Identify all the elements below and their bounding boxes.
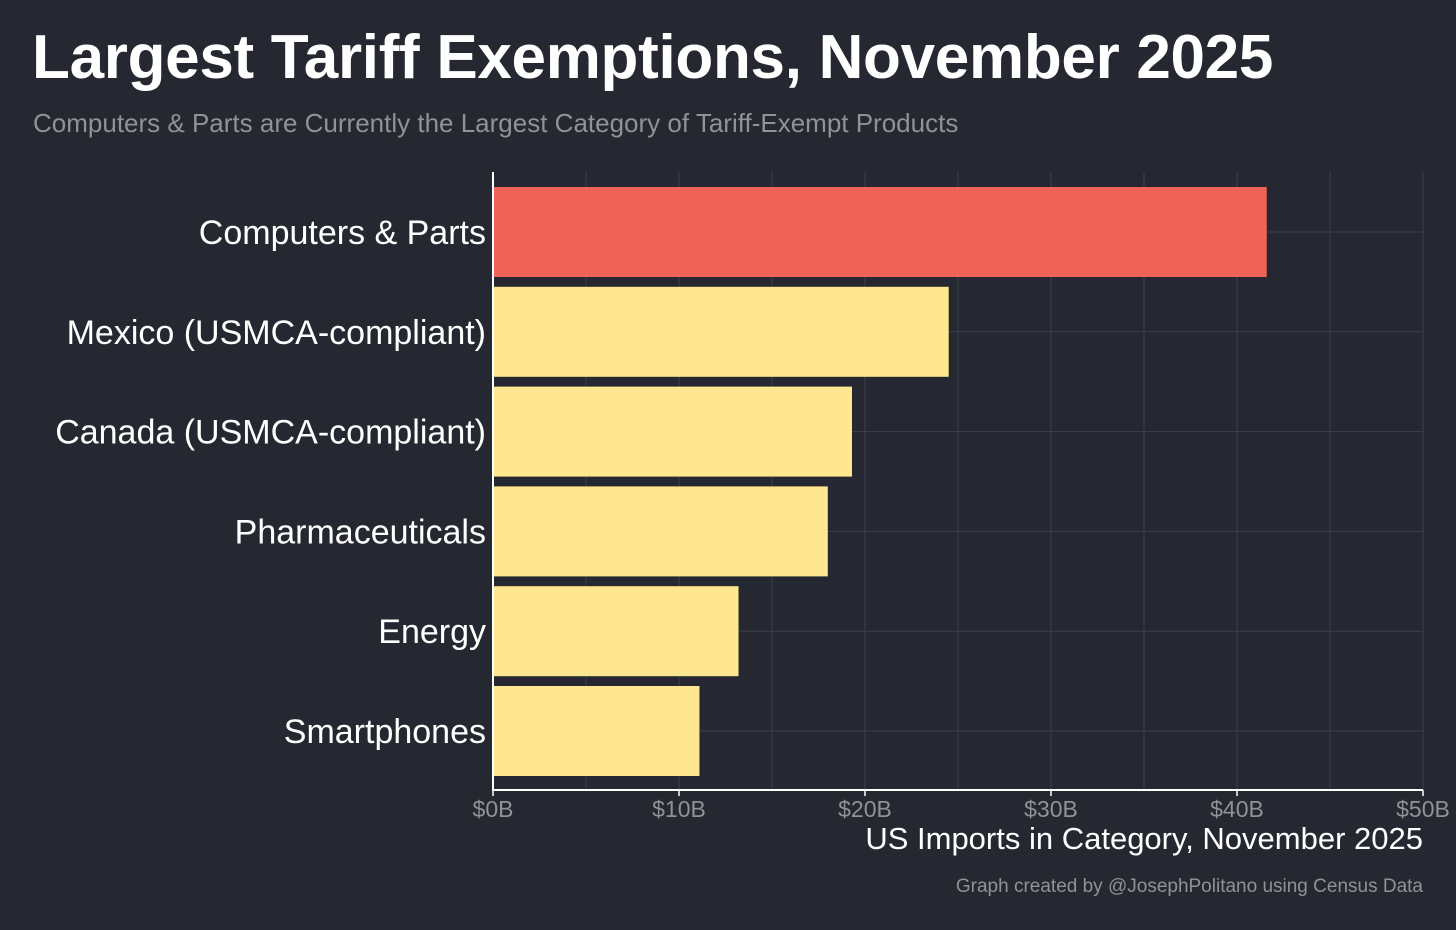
bar (493, 286, 949, 377)
chart-title: Largest Tariff Exemptions, November 2025 (32, 23, 1274, 92)
x-tick-label: $30B (1024, 796, 1078, 822)
category-label: Smartphones (284, 713, 486, 751)
category-label: Canada (USMCA-compliant) (55, 414, 486, 452)
x-tick-label: $40B (1210, 796, 1264, 822)
category-label: Mexico (USMCA-compliant) (67, 314, 486, 352)
x-tick-label: $20B (838, 796, 892, 822)
chart-subtitle: Computers & Parts are Currently the Larg… (33, 108, 959, 138)
bar (493, 686, 700, 776)
bar (493, 486, 828, 577)
category-label: Pharmaceuticals (235, 513, 486, 551)
bar (493, 386, 852, 477)
bar (493, 586, 739, 677)
category-label: Computers & Parts (199, 214, 486, 252)
x-axis-label: US Imports in Category, November 2025 (865, 821, 1423, 856)
category-label: Energy (378, 613, 486, 651)
x-tick-label: $50B (1396, 796, 1450, 822)
x-tick-label: $0B (473, 796, 514, 822)
bar (493, 187, 1267, 277)
source-caption: Graph created by @JosephPolitano using C… (955, 876, 1423, 897)
x-tick-label: $10B (652, 796, 706, 822)
